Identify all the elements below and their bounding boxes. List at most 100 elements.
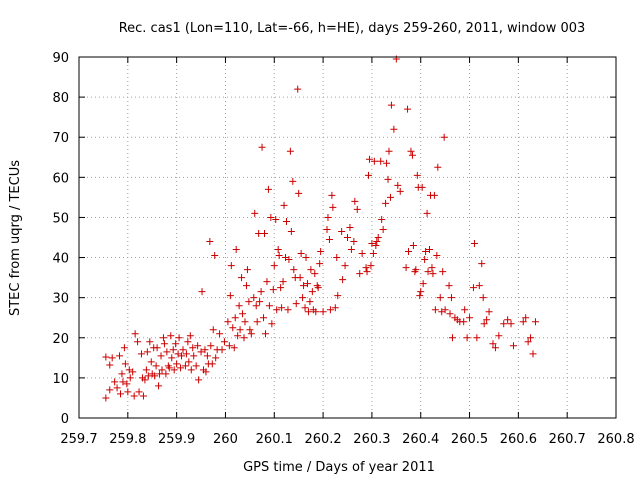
data-point bbox=[436, 294, 444, 302]
data-point bbox=[116, 390, 124, 398]
data-point bbox=[362, 264, 370, 272]
data-point bbox=[143, 348, 151, 356]
data-point bbox=[190, 352, 198, 360]
data-point bbox=[353, 205, 361, 213]
data-point bbox=[364, 171, 372, 179]
data-point bbox=[158, 366, 166, 374]
data-point bbox=[230, 344, 238, 352]
data-point bbox=[285, 256, 293, 264]
data-point bbox=[350, 238, 358, 246]
data-point bbox=[265, 302, 273, 310]
data-point bbox=[261, 229, 269, 237]
data-point bbox=[252, 302, 260, 310]
chart-title: Rec. cas1 (Lon=110, Lat=-66, h=HE), days… bbox=[119, 21, 586, 36]
data-point bbox=[363, 268, 371, 276]
data-point bbox=[181, 362, 189, 370]
data-point bbox=[417, 288, 425, 296]
data-point bbox=[229, 324, 237, 332]
data-point bbox=[274, 246, 282, 254]
data-point bbox=[251, 209, 259, 217]
x-tick-label: 260.1 bbox=[256, 432, 293, 447]
x-tick-label: 259.9 bbox=[158, 432, 195, 447]
data-point bbox=[519, 318, 527, 326]
data-point bbox=[470, 240, 478, 248]
data-point bbox=[284, 306, 292, 314]
data-point bbox=[261, 330, 269, 338]
x-tick-label: 260.5 bbox=[451, 432, 488, 447]
data-point bbox=[370, 157, 378, 165]
data-point bbox=[378, 215, 386, 223]
data-point bbox=[220, 338, 228, 346]
plot-frame bbox=[78, 56, 617, 419]
data-point bbox=[264, 185, 272, 193]
data-point bbox=[303, 280, 311, 288]
data-point bbox=[424, 268, 432, 276]
data-point bbox=[178, 352, 186, 360]
data-point bbox=[314, 284, 322, 292]
data-point bbox=[412, 266, 420, 274]
data-point bbox=[299, 294, 307, 302]
data-point bbox=[369, 250, 377, 258]
data-point bbox=[339, 276, 347, 284]
data-point bbox=[365, 155, 373, 163]
data-point bbox=[287, 227, 295, 235]
data-point bbox=[382, 199, 390, 207]
data-point bbox=[529, 350, 537, 358]
data-point bbox=[170, 366, 178, 374]
data-point bbox=[137, 350, 145, 358]
data-point bbox=[489, 340, 497, 348]
data-point bbox=[113, 384, 121, 392]
data-point bbox=[346, 223, 354, 231]
grid-lines bbox=[79, 57, 616, 418]
data-point bbox=[260, 314, 268, 322]
data-point bbox=[300, 282, 308, 290]
data-point bbox=[135, 388, 143, 396]
data-point bbox=[531, 318, 539, 326]
data-point bbox=[234, 332, 242, 340]
data-point bbox=[106, 386, 114, 394]
data-point bbox=[146, 338, 154, 346]
x-tick-label: 260.7 bbox=[549, 432, 586, 447]
data-point bbox=[306, 298, 314, 306]
data-point bbox=[500, 320, 508, 328]
data-point bbox=[461, 306, 469, 314]
data-point bbox=[167, 332, 175, 340]
data-point bbox=[152, 362, 160, 370]
y-tick-label: 90 bbox=[52, 51, 69, 66]
data-point bbox=[304, 308, 312, 316]
y-tick-label: 70 bbox=[52, 131, 69, 146]
data-point bbox=[475, 282, 483, 290]
data-point bbox=[224, 318, 232, 326]
data-point bbox=[162, 370, 170, 378]
data-point bbox=[218, 346, 226, 354]
data-point bbox=[216, 330, 224, 338]
data-point bbox=[344, 234, 351, 241]
data-point bbox=[256, 298, 264, 306]
data-point bbox=[134, 338, 142, 346]
data-point bbox=[367, 262, 375, 270]
data-point bbox=[423, 209, 431, 217]
data-point bbox=[426, 246, 434, 254]
data-point bbox=[358, 250, 366, 258]
data-point bbox=[333, 254, 341, 262]
data-point bbox=[243, 266, 251, 274]
data-point bbox=[197, 348, 205, 356]
data-point bbox=[187, 366, 195, 374]
data-point bbox=[195, 376, 203, 384]
data-point bbox=[356, 270, 364, 278]
data-point bbox=[491, 344, 499, 352]
data-point bbox=[373, 238, 381, 246]
data-point bbox=[231, 314, 239, 322]
data-point bbox=[175, 334, 183, 342]
data-point bbox=[372, 242, 380, 250]
data-point bbox=[416, 292, 424, 300]
data-point bbox=[295, 189, 303, 197]
data-point bbox=[142, 366, 150, 374]
data-point bbox=[250, 294, 258, 302]
data-point bbox=[466, 314, 474, 322]
data-point bbox=[384, 175, 392, 183]
data-point bbox=[141, 376, 149, 384]
data-point bbox=[267, 213, 275, 221]
data-point bbox=[296, 274, 304, 282]
